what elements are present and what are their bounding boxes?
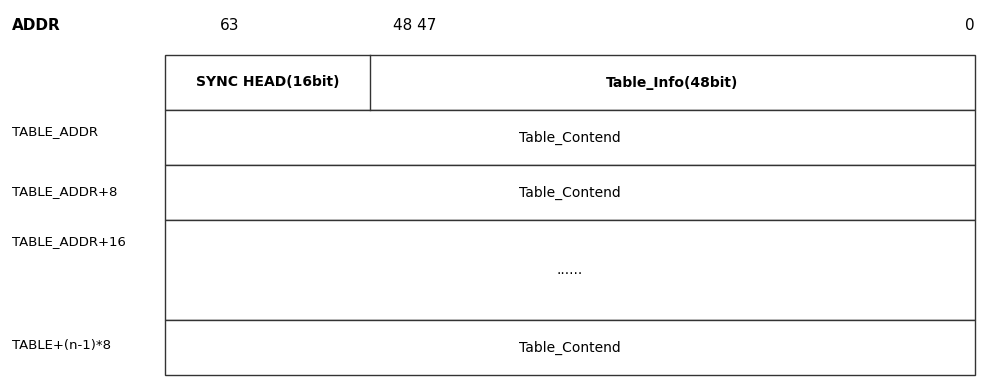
Text: TABLE_ADDR+16: TABLE_ADDR+16 — [12, 235, 126, 248]
Text: 48 47: 48 47 — [393, 18, 437, 33]
Text: TABLE+(n-1)*8: TABLE+(n-1)*8 — [12, 339, 111, 353]
Text: Table_Contend: Table_Contend — [519, 131, 621, 144]
Bar — [165, 55, 975, 110]
Text: SYNC HEAD(16bit): SYNC HEAD(16bit) — [196, 76, 339, 89]
Text: ......: ...... — [557, 263, 583, 277]
Text: 0: 0 — [965, 18, 975, 33]
Bar — [165, 220, 975, 320]
Bar — [165, 110, 975, 165]
Text: ADDR: ADDR — [12, 18, 61, 33]
Bar — [165, 165, 975, 220]
Text: Table_Contend: Table_Contend — [519, 185, 621, 200]
Text: TABLE_ADDR+8: TABLE_ADDR+8 — [12, 185, 117, 199]
Text: Table_Info(48bit): Table_Info(48bit) — [606, 76, 739, 89]
Text: Table_Contend: Table_Contend — [519, 341, 621, 354]
Bar — [165, 320, 975, 375]
Text: 63: 63 — [220, 18, 240, 33]
Text: TABLE_ADDR: TABLE_ADDR — [12, 126, 98, 139]
